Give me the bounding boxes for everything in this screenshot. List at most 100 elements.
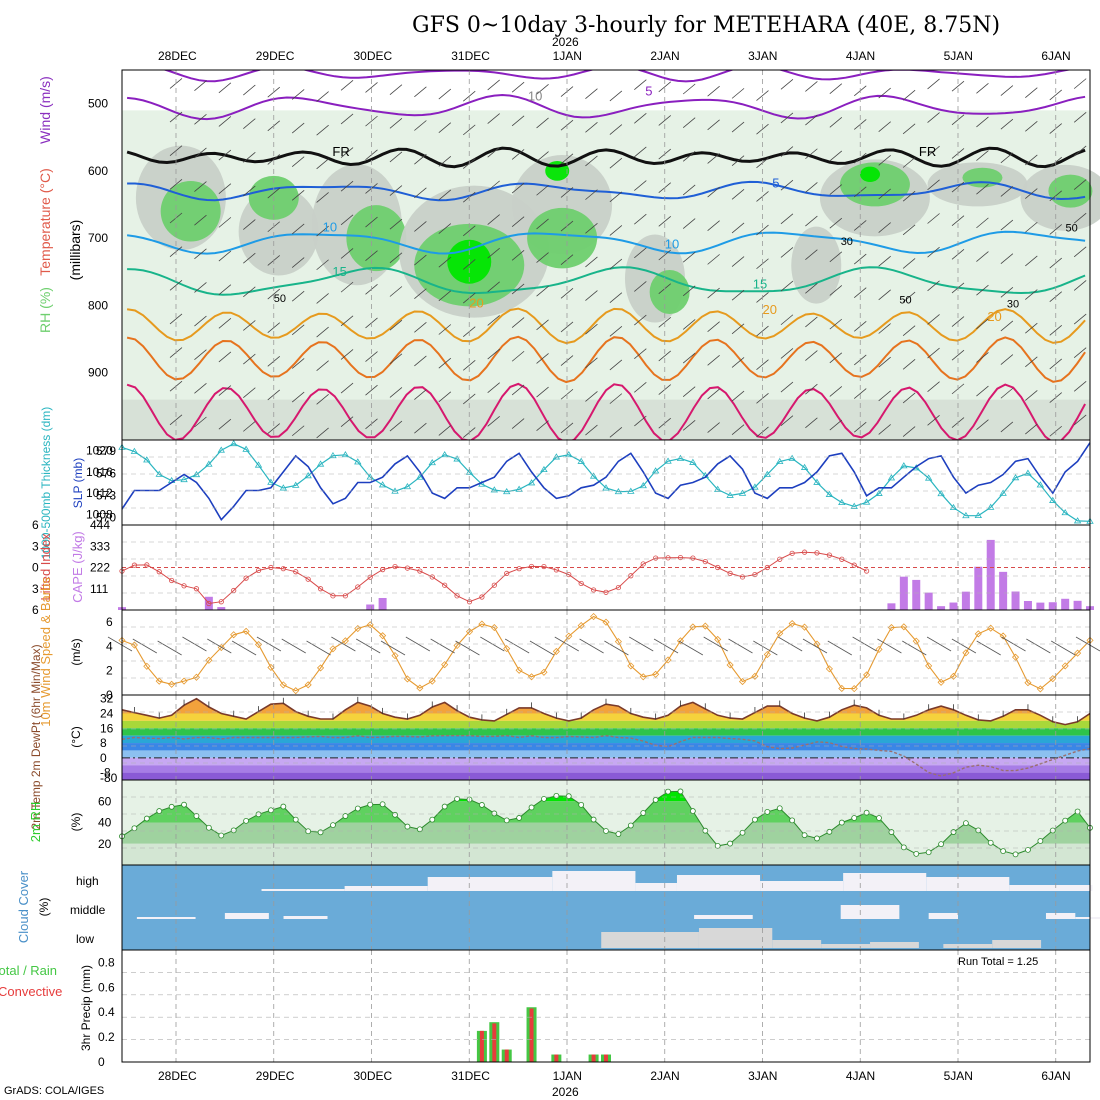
wind10m-marker [416,684,424,692]
wind-barb [853,421,867,433]
rh2m-marker [205,824,212,831]
wind-barb [365,216,378,228]
rh2m-marker [367,801,374,808]
wind-barb [194,214,207,226]
wind-barb [585,222,598,234]
wind-barb [976,385,989,397]
lifted-marker [851,562,857,568]
wind-barb [218,250,232,262]
cloud-ylabel: Cloud Cover [16,870,31,943]
rh2m-marker [900,844,907,851]
slp-y-tick: 1020 [86,444,113,458]
rh2m-marker [541,795,547,802]
wind-barb [585,424,598,436]
wind-barb [169,145,183,157]
wind-barb [731,256,745,267]
wind10m-marker [565,632,573,640]
wind-barb [682,386,696,398]
wind-barb [560,153,574,165]
wind10m-barb [529,640,555,656]
wind10m-marker [714,635,722,643]
wind-barb [487,416,500,427]
wind-barb [927,213,940,224]
thickness-marker [589,472,598,479]
rh2m-marker [416,826,423,833]
isotherm-30 [126,382,1086,440]
wind-barb [511,350,525,362]
thickness-marker [713,485,722,492]
wind-barb [951,215,965,226]
rh2m-marker [913,850,920,857]
lifted-marker [665,555,671,561]
thickness-marker [937,489,945,497]
wind-barb [536,353,549,364]
panel-border-precip [121,949,1091,1063]
wind10m-marker [1036,685,1044,693]
isotherm-label: 15 [753,277,767,292]
wind10m-barb [107,636,133,652]
lifted-marker [317,586,324,592]
lifted-marker [280,566,286,572]
temp2m-y-tick: -8 [100,766,111,780]
wind-barb [829,285,843,296]
thickness-marker [875,489,883,496]
wind-barb [682,117,696,128]
wind-barb [438,156,452,167]
wind-barb [682,352,696,364]
cloud-yunit: (%) [37,898,51,917]
wind-barb [316,158,329,170]
lifted-marker [429,574,435,580]
lifted-marker [417,568,423,574]
lifted-marker [491,582,497,588]
wind-barb [829,352,843,364]
wind-barb [682,319,696,330]
wind10m-barb [877,638,902,654]
slp-y-tick: 1012 [86,486,113,500]
wind-barb [511,250,525,261]
wind-barb [805,417,818,429]
wind-barb [487,382,500,394]
wind-barb [243,320,256,331]
wind-barb [976,116,989,128]
wind-barb [243,421,256,432]
wind10m-marker [428,677,436,685]
wind-barb [609,393,623,404]
wind-barb [1073,280,1087,291]
wind-barb [902,89,916,101]
wind-barb [194,181,207,192]
cape-bar [999,571,1008,610]
wind-barb [1073,414,1087,426]
wind-barb [340,281,354,293]
wind10m-barb [504,638,530,654]
rh2m-marker [1025,846,1031,853]
wind-barb [560,187,574,198]
thickness-marker [341,451,350,458]
wind10m-line [121,615,1091,692]
thickness-marker [503,487,511,495]
date-label-bottom: 4JAN [846,1069,875,1083]
wind-barb [389,252,403,264]
cloud-mid-block [283,916,328,919]
date-label-top: 4JAN [846,49,875,63]
thickness-marker [664,457,672,464]
wind-barb [609,157,623,169]
profile-ylabel-wind: Wind (m/s) [37,76,53,144]
wind-barb [462,124,476,136]
lifted-marker [553,567,559,573]
wind-barb [511,283,525,295]
wind-barb [194,282,207,293]
thickness-marker [267,478,275,485]
wind-barb [243,286,256,298]
cape-bar [1023,600,1032,610]
panel-bg-wind10m [122,610,1090,695]
wind-barb [731,188,745,200]
wind-barb [902,325,916,336]
temp2m-y-tick: 24 [100,706,114,720]
wind-barb [218,183,232,195]
rh2m-marker [255,811,262,818]
wind10m-barb [455,640,480,656]
lifted-marker [715,564,721,571]
wind-barb [585,357,598,369]
lifted-marker [864,568,870,574]
rh2m-marker [851,815,858,821]
